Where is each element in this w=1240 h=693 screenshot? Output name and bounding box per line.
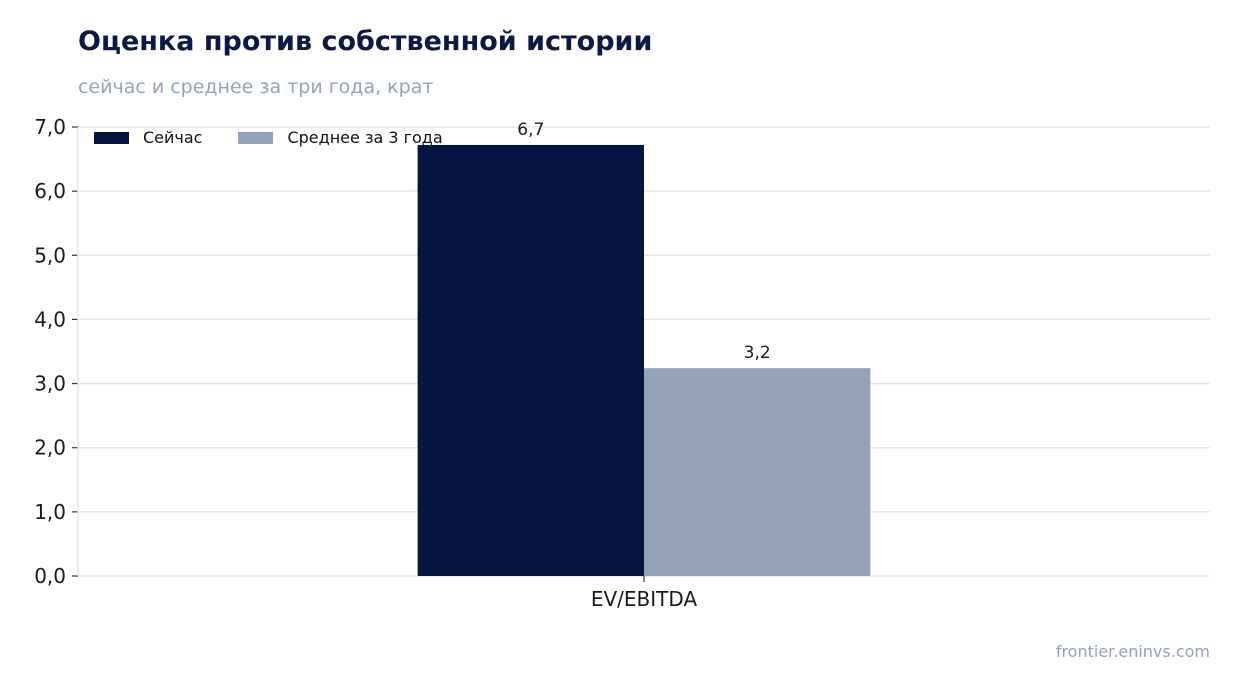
y-tick-label: 6,0 xyxy=(34,179,66,203)
chart-subtitle: сейчас и среднее за три года, крат xyxy=(78,76,434,98)
legend-label-avg: Среднее за 3 года xyxy=(287,128,443,147)
y-tick-label: 3,0 xyxy=(34,372,66,396)
x-tick-label: EV/EBITDA xyxy=(591,587,698,611)
chart-title: Оценка против собственной истории xyxy=(78,26,653,57)
bar-avg xyxy=(644,368,871,576)
legend-item-now: Сейчас xyxy=(94,128,202,147)
y-tick-label: 2,0 xyxy=(34,436,66,460)
y-tick-label: 7,0 xyxy=(34,115,66,139)
y-tick-label: 1,0 xyxy=(34,500,66,524)
data-label: 6,7 xyxy=(517,120,544,140)
legend-swatch-avg xyxy=(238,131,274,144)
legend-label-now: Сейчас xyxy=(143,128,203,147)
y-tick-label: 0,0 xyxy=(34,564,66,588)
legend-swatch-now xyxy=(94,131,129,144)
legend-item-avg: Среднее за 3 года xyxy=(238,128,443,147)
bar-now xyxy=(417,144,644,576)
y-tick-label: 5,0 xyxy=(34,243,66,267)
data-label: 3,2 xyxy=(744,343,771,363)
source-credit: frontier.eninvs.com xyxy=(1055,642,1210,661)
y-tick-label: 4,0 xyxy=(34,307,66,331)
chart-legend: Сейчас Среднее за 3 года xyxy=(94,128,479,147)
